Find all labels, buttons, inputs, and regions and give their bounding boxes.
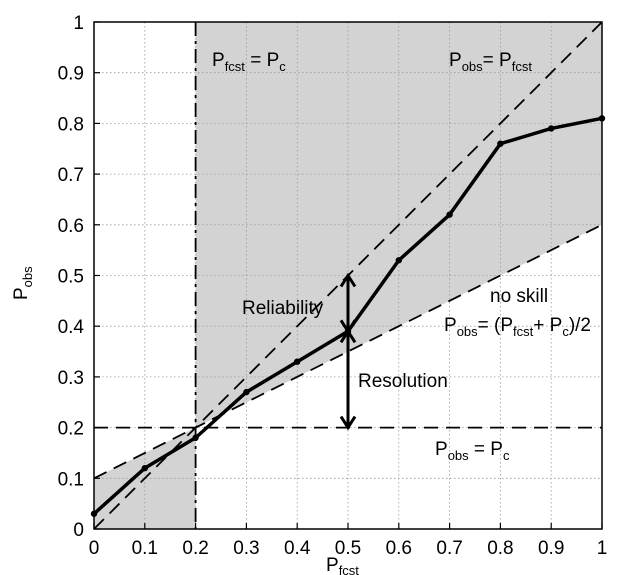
- grid-lines: [94, 22, 602, 529]
- data-point: [141, 464, 148, 472]
- annotation-no-skill-formula: Pobs= (Pfcst+ Pc)/2: [444, 315, 591, 339]
- data-point: [192, 434, 199, 441]
- x-tick-label: 0.5: [335, 538, 361, 559]
- y-tick-label: 0.7: [58, 165, 84, 186]
- x-tick-label: 0.4: [284, 538, 311, 559]
- x-tick-label: 0.9: [538, 538, 564, 559]
- x-tick-label: 0.6: [386, 538, 412, 559]
- y-tick-label: 0.3: [58, 368, 84, 389]
- data-point: [243, 388, 250, 396]
- resolution-arrow-head: [339, 328, 357, 344]
- annotation-no-skill: no skill: [490, 286, 548, 307]
- x-tick-label: 0.3: [233, 538, 259, 559]
- data-point: [548, 125, 555, 132]
- data-point: [294, 358, 301, 365]
- y-tick-label: 0.8: [58, 114, 84, 135]
- x-tick-label: 0: [89, 538, 100, 559]
- x-tick-label: 0.8: [487, 538, 513, 559]
- y-tick-label: 0.2: [58, 419, 84, 440]
- annotation-pfcst-eq-pc: Pfcst = Pc: [212, 50, 286, 74]
- annotation-reliability: Reliability: [242, 298, 324, 319]
- y-tick-label: 0.5: [58, 267, 84, 288]
- resolution-arrow-head: [339, 415, 357, 431]
- y-tick-label: 0.9: [58, 64, 84, 85]
- y-tick-label: 1: [73, 13, 84, 34]
- arrows-layer: [339, 272, 357, 431]
- annotation-pobs-eq-pc: Pobs = Pc: [435, 439, 510, 463]
- y-tick-label: 0.1: [58, 469, 84, 490]
- y-axis-label: Pobs: [11, 266, 35, 300]
- x-tick-label: 0.1: [132, 538, 158, 559]
- data-point: [395, 257, 402, 264]
- x-tick-label: 1: [597, 538, 608, 559]
- no-skill-line: [93, 223, 603, 480]
- annotation-pobs-eq-pfcst: Pobs= Pfcst: [449, 50, 532, 74]
- y-tick-label: 0.4: [58, 317, 85, 338]
- tick-labels: 0 0.1 0.2 0.3 0.4 0.5 0.6 0.7 0.8 0.9 1 0 0.1 0.2 0.3 0…: [58, 13, 608, 559]
- y-tick-label: 0.6: [58, 216, 84, 237]
- x-tick-label: 0.2: [182, 538, 208, 559]
- data-point: [497, 140, 504, 147]
- data-point: [446, 211, 453, 218]
- annotation-resolution: Resolution: [358, 371, 448, 392]
- x-tick-label: 0.7: [436, 538, 462, 559]
- y-tick-label: 0: [73, 520, 84, 541]
- x-axis-label: Pfcst: [326, 555, 359, 575]
- reliability-arrow-head: [339, 272, 357, 288]
